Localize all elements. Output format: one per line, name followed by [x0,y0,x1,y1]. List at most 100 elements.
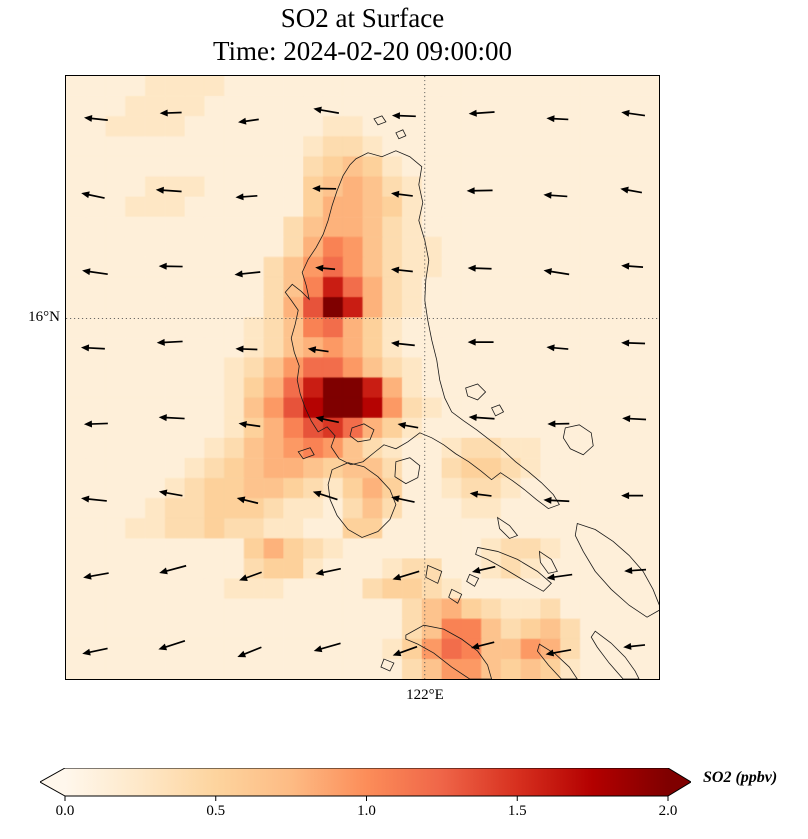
wind-arrow [467,338,494,346]
wind-arrow [238,117,259,125]
wind-arrow [469,490,492,498]
chart-title: SO2 at Surface [280,3,445,33]
colorbar-gradient [38,767,692,797]
coastline-path [394,457,421,485]
wind-arrow [158,414,185,422]
wind-arrow [159,564,187,575]
colorbar-tick-label: 0.5 [206,803,226,819]
colorbar-label: SO2 (ppbv) [703,769,778,786]
wind-arrow [621,109,646,117]
wind-arrow [545,649,572,657]
wind-arrow [390,340,415,348]
coastline-path [373,115,387,126]
wind-arrow [623,642,646,650]
coastline-path [538,550,558,574]
coastline-path [496,516,519,539]
colorbar-ticks: 0.0 0.5 1.0 1.5 2.0 [40,803,691,823]
wind-arrow [158,262,183,270]
colorbar-tick-label: 0.0 [55,803,75,819]
colorbar-tick-label: 2.0 [658,803,678,819]
wind-arrow [543,191,568,199]
wind-arrow [621,262,644,270]
coastline-path [327,462,397,538]
wind-arrow [467,264,492,272]
wind-arrow [313,106,340,114]
wind-arrow [546,573,573,581]
wind-arrow [624,567,647,575]
wind-arrow [546,115,569,123]
colorbar-tick-label: 1.5 [507,803,527,819]
heatmap-canvas [66,76,659,679]
coastline-path [297,447,315,460]
wind-arrow [620,186,643,194]
wind-arrow [235,193,258,201]
wind-arrow [315,415,339,424]
wind-arrow [543,496,570,504]
wind-arrow [158,489,183,497]
wind-arrow [307,346,329,354]
wind-arrow [622,415,647,423]
wind-arrow [468,414,495,421]
coastline-path [395,129,407,140]
wind-arrow [315,264,336,272]
wind-arrow [155,186,182,194]
map-plot [65,75,660,680]
coastline-path [491,404,505,417]
coastline-path [574,522,659,618]
wind-arrow [83,572,109,580]
wind-arrow [82,268,108,276]
wind-arrow [315,567,341,576]
wind-arrow [312,490,338,501]
coastline-path [284,150,560,510]
lat-tick-label: 16°N [28,309,60,325]
wind-arrow [392,645,418,657]
wind-arrow [83,420,108,428]
colorbar-tick-label: 1.0 [357,803,376,819]
wind-arrow [156,338,183,346]
figure-titles: SO2 at Surface Time: 2024-02-20 09:00:00 [65,2,660,68]
wind-arrow [621,492,644,500]
wind-arrow [543,268,570,276]
wind-arrow [237,646,262,658]
wind-arrow [84,114,108,122]
wind-arrow [312,185,337,193]
coastline-path [562,424,594,456]
wind-arrow [466,187,493,195]
wind-arrow [81,495,107,503]
wind-arrow [80,344,105,352]
coastline-path [349,423,375,443]
coastline-path [536,643,578,679]
wind-arrow [470,641,495,650]
wind-arrow [468,109,495,117]
wind-arrow [239,571,262,581]
wind-arrow [390,266,413,274]
coastline-path [475,546,552,592]
wind-arrow [391,112,416,120]
wind-arrow [82,647,108,656]
wind-arrow [159,109,182,117]
colorbar-svg [38,767,692,801]
wind-arrow [234,270,261,278]
coastline-path [380,658,395,672]
map-overlay-svg [66,76,659,679]
wind-arrow [392,570,420,581]
wind-arrow [390,190,413,198]
wind-arrow [397,421,419,429]
wind-arrow [391,495,415,503]
chart-subtitle: Time: 2024-02-20 09:00:00 [212,36,513,66]
wind-arrow [471,565,496,574]
wind-arrow [81,191,105,199]
wind-arrow [546,344,569,352]
colorbar [38,767,692,802]
coastline-path [465,383,487,401]
wind-arrow [621,339,646,347]
lon-tick-label: 122°E [406,687,444,703]
wind-arrow [547,420,570,428]
coastline-path [466,573,480,587]
coastline-path [590,630,640,679]
wind-arrow [235,345,258,353]
coastline-path [448,588,463,604]
wind-arrow [238,420,261,428]
wind-arrow [158,639,186,651]
